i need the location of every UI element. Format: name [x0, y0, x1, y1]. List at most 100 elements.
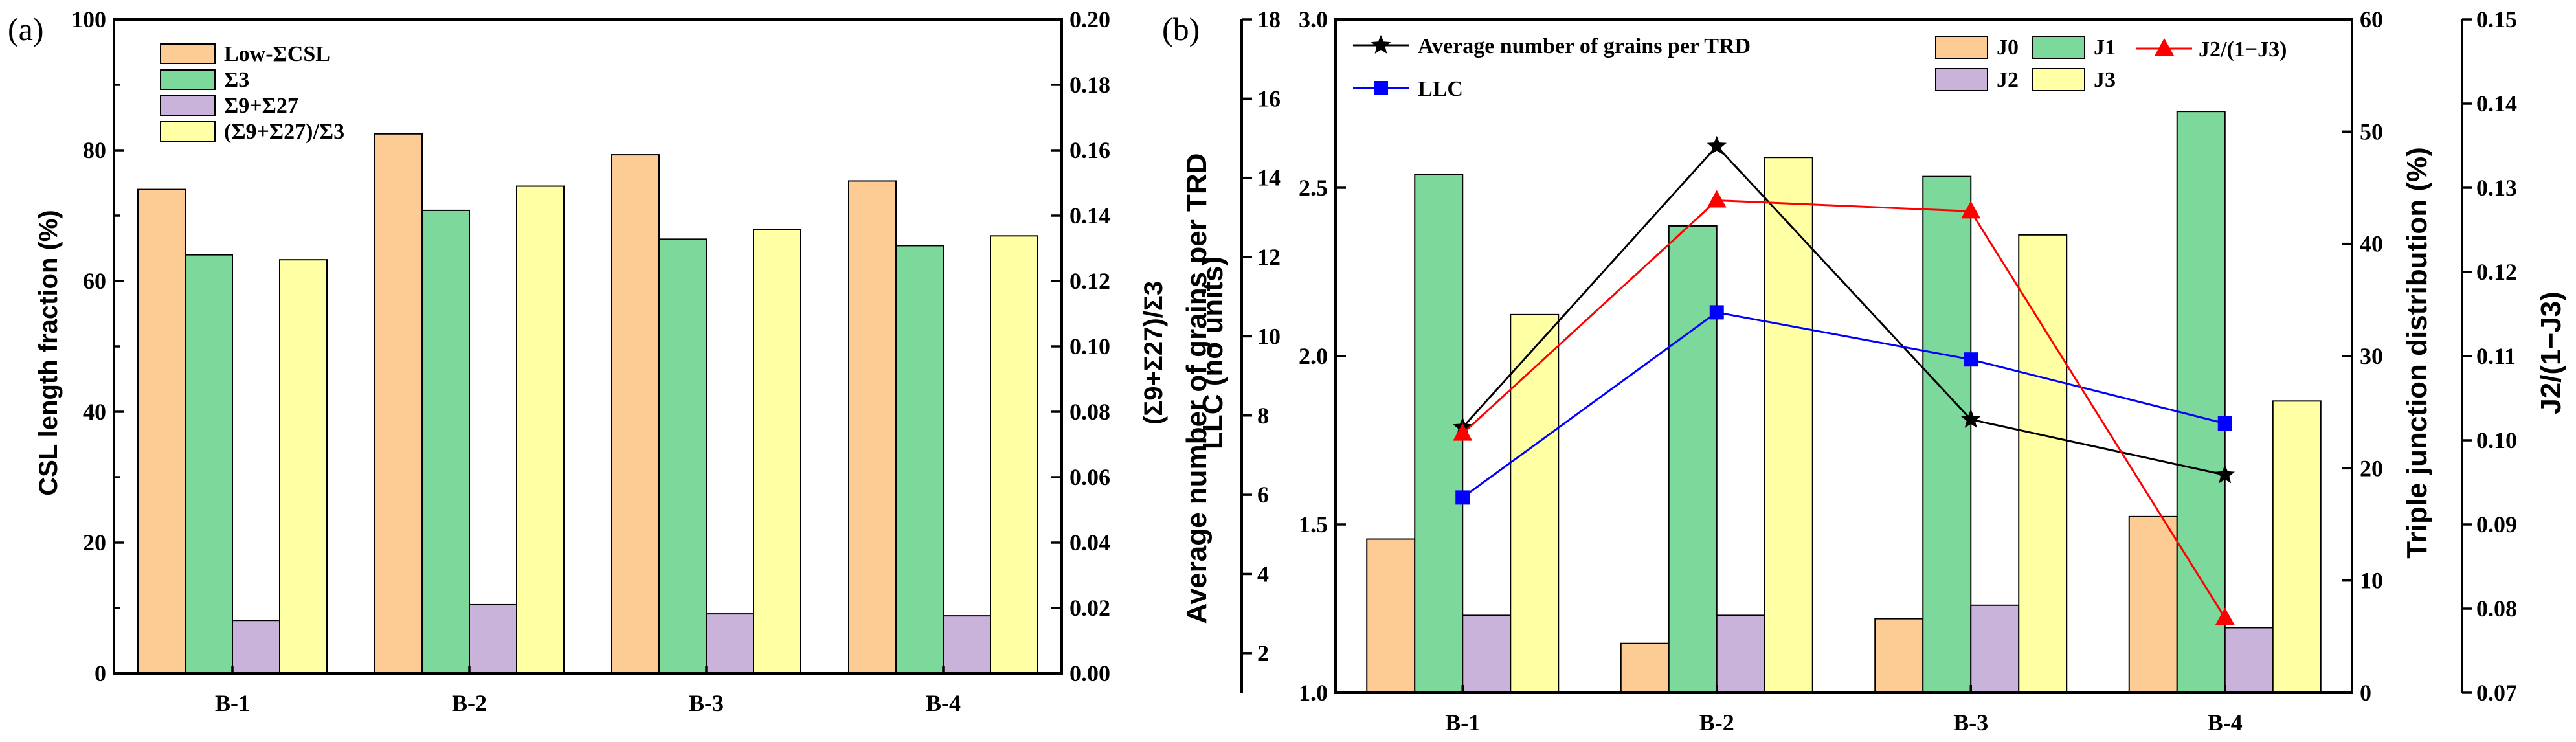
bar-J0-B-3 [1874, 618, 1924, 693]
bar-927-B-4 [943, 615, 991, 674]
y-ratio-tick-label: 0.10 [2476, 427, 2517, 453]
bar-J2-B-3 [1970, 604, 2020, 693]
y-grains-tick-label: 12 [1257, 244, 1281, 270]
legend-marker [1374, 81, 1388, 95]
bar-J0-B-4 [2128, 515, 2178, 693]
y-grains-tick-label: 8 [1257, 403, 1269, 429]
y-ratio-tick-label: 0.11 [2476, 343, 2516, 369]
bar-9273-B-1 [279, 259, 328, 674]
y-right-tick-label: 0.08 [1070, 399, 1110, 425]
legend-marker [2155, 38, 2174, 56]
x-tick-label: B-1 [215, 690, 250, 716]
bar-J3-B-3 [2018, 234, 2068, 693]
bar-927-B-1 [232, 620, 280, 674]
panel-b-ylabel-llc: LLC (no units) [1197, 256, 1229, 449]
bar-9273-B-4 [990, 235, 1038, 674]
y-ratio-tick-label: 0.07 [2476, 680, 2517, 706]
legend-swatch [1935, 68, 1988, 91]
marker-ratio [1961, 201, 1981, 219]
x-tick-label: B-2 [452, 690, 487, 716]
y-grains-tick-label: 16 [1257, 85, 1281, 111]
legend-swatch [160, 121, 216, 142]
legend-label: J2/(1−J3) [2199, 38, 2287, 62]
line-grains [1462, 144, 2226, 476]
x-tick-label: B-4 [2208, 710, 2243, 736]
marker-ratio [1453, 423, 1473, 441]
legend-marker [1371, 35, 1391, 54]
marker-llc [1709, 305, 1724, 320]
y-ratio-tick-label: 0.12 [2476, 259, 2517, 285]
bar-3-B-4 [895, 245, 944, 674]
y-tj-tick-label: 60 [2360, 6, 2383, 32]
bar-LowCSL-B-1 [137, 188, 186, 675]
y-left-tick-label: 80 [83, 137, 106, 163]
bar-J1-B-2 [1668, 225, 1718, 693]
bar-J2-B-1 [1462, 614, 1512, 694]
bar-9273-B-2 [516, 185, 565, 674]
y-left-tick-label: 0 [95, 660, 106, 686]
y-right-tick-label: 0.06 [1070, 464, 1110, 490]
panel-b-ylabel-ratio: J2/(1−J3) [2535, 291, 2567, 414]
bar-J3-B-4 [2272, 400, 2322, 693]
y-grains-tick-label: 18 [1257, 6, 1281, 32]
y-left-tick-label: 40 [83, 399, 106, 425]
panel-b-plot: B-1 B-2 B-3 B-4 1.0 1.5 2.0 2.5 3.0 2 4 6 8 10 12 14 16 1… [1240, 6, 2517, 736]
bar-J2-B-2 [1716, 614, 1765, 694]
y-ratio-tick-label: 0.09 [2476, 512, 2517, 537]
y-grains-tick-label: 6 [1257, 482, 1269, 508]
panel-a-label: (a) [8, 11, 44, 47]
bar-J1-B-3 [1922, 175, 1972, 693]
legend-label: Average number of grains per TRD [1418, 34, 1751, 58]
bar-J1-B-1 [1414, 174, 1464, 693]
y-right-tick-label: 0.02 [1070, 595, 1110, 621]
legend-swatch [2032, 36, 2085, 59]
y-right-tick-label: 0.18 [1070, 72, 1110, 98]
bar-J0-B-2 [1620, 642, 1670, 694]
bar-LowCSL-B-4 [848, 180, 897, 675]
panel-a-plot: B-1 B-2 B-3 B-4 0 20 40 60 80 100 0.00 0.02 0.04 0.06… [71, 6, 1110, 716]
legend-swatch [2032, 68, 2085, 91]
y-grains-tick-label: 10 [1257, 323, 1281, 349]
y-ratio-tick-label: 0.13 [2476, 175, 2517, 201]
legend-label: J2 [1997, 68, 2019, 92]
legend-label: LLC [1418, 77, 1463, 101]
marker-grains [2215, 464, 2235, 484]
legend-label: Σ3 [224, 68, 249, 92]
legend-label: J3 [2094, 68, 2116, 92]
marker-llc [1455, 490, 1470, 505]
legend-label: (Σ9+Σ27)/Σ3 [224, 120, 344, 144]
legend-swatch [160, 95, 216, 116]
bar-3-B-1 [185, 254, 233, 675]
legend-swatch [1935, 36, 1988, 59]
x-tick-label: B-3 [1953, 710, 1988, 736]
marker-llc [2217, 416, 2232, 431]
panel-b-ylabel-tj: Triple junction distribution (%) [2401, 147, 2433, 559]
y-ratio-tick-label: 0.15 [2476, 6, 2517, 32]
y-grains-tick-label: 2 [1257, 640, 1269, 666]
bar-J3-B-2 [1764, 157, 1813, 693]
y-ratio-tick-label: 0.08 [2476, 596, 2517, 622]
line-ratio [1462, 199, 2226, 619]
bar-927-B-3 [706, 613, 754, 675]
legend-label: Low-ΣCSL [224, 42, 330, 66]
x-tick-label: B-2 [1699, 710, 1734, 736]
y-left-tick-label: 20 [83, 530, 106, 556]
bar-9273-B-3 [753, 229, 801, 674]
y-ratio-tick-label: 0.14 [2476, 91, 2517, 117]
y-tj-tick-label: 30 [2360, 343, 2383, 369]
y-right-tick-label: 0.10 [1070, 333, 1110, 359]
x-tick-label: B-1 [1445, 710, 1480, 736]
y-right-tick-label: 0.14 [1070, 203, 1110, 229]
x-tick-label: B-3 [689, 690, 724, 716]
y-llc-tick-label: 1.5 [1299, 512, 1328, 537]
marker-grains [1961, 409, 1981, 428]
line-llc [1462, 311, 2226, 499]
marker-llc [1964, 352, 1978, 367]
marker-grains [1707, 135, 1727, 155]
x-tick-label: B-4 [926, 690, 961, 716]
bar-J2-B-4 [2224, 627, 2274, 694]
legend-label: J1 [2094, 36, 2116, 60]
panel-a-ylabel-right: (Σ9+Σ27)/Σ3 [1139, 281, 1168, 425]
